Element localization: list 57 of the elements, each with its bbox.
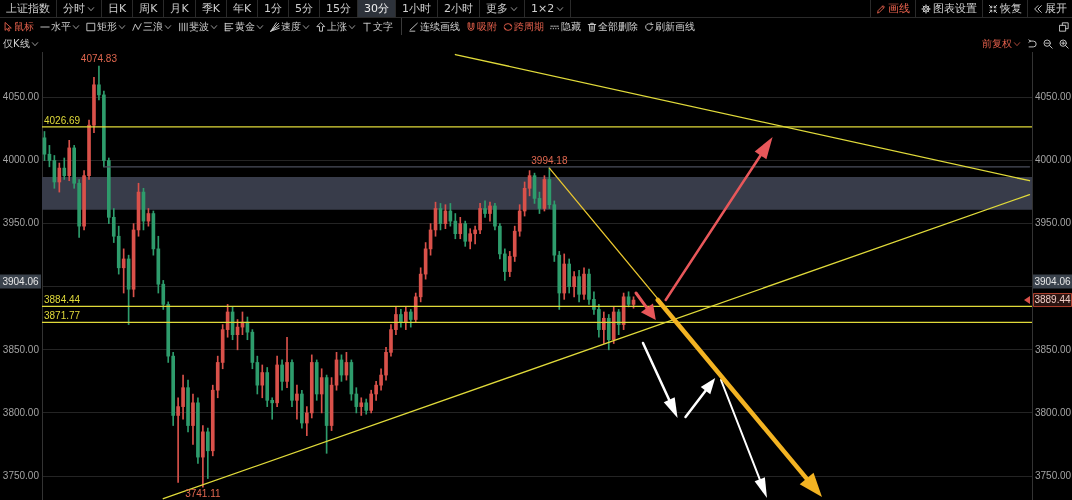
y2-tick-label: 4050.00 <box>1035 91 1072 103</box>
text: 1小时 <box>402 1 432 16</box>
text: 吸附 <box>477 19 497 34</box>
text: 图表设置 <box>933 1 977 16</box>
text: 速度 <box>281 19 301 34</box>
text: 三浪 <box>143 19 163 34</box>
text: 周K <box>139 1 158 16</box>
text: 刷新画线 <box>655 19 695 34</box>
text: 15分 <box>326 1 352 16</box>
text: 日K <box>108 1 127 16</box>
y-tick-label: 4050.00 <box>2 91 40 103</box>
text: 全部删除 <box>598 19 638 34</box>
annotation: 3904.06 <box>1034 275 1072 287</box>
text: 分时 <box>63 1 85 16</box>
text: 上涨 <box>327 19 347 34</box>
y-tick-label: 3950.00 <box>2 217 40 229</box>
ref-line-label: 3871.77 <box>44 310 81 322</box>
text: 2小时 <box>444 1 474 16</box>
text: 斐波 <box>189 19 209 34</box>
text: 水平 <box>51 19 71 34</box>
text: 连续画线 <box>420 19 460 34</box>
text: 1分 <box>264 1 283 16</box>
text: 隐藏 <box>561 19 581 34</box>
annotation: 3741.11 <box>185 487 222 499</box>
y2-tick-label: 3850.00 <box>1035 343 1072 355</box>
text: 年K <box>232 1 252 16</box>
text: 5分 <box>295 1 314 16</box>
y2-tick-label: 3950.00 <box>1035 217 1072 229</box>
ref-line-label: 4026.69 <box>44 114 81 126</box>
annotation: 3994.18 <box>531 154 568 166</box>
y2-tick-label: 3750.00 <box>1035 469 1072 481</box>
annotation: 3889.44 <box>1034 294 1072 306</box>
text: 跨周期 <box>514 19 544 34</box>
text: 矩形 <box>97 19 117 34</box>
text: 鼠标 <box>14 19 34 34</box>
y2-tick-label: 4000.00 <box>1035 154 1072 166</box>
text: 月K <box>170 1 189 16</box>
y-tick-label: 4000.00 <box>2 154 40 166</box>
text: 文字 <box>373 19 393 34</box>
text: 画线 <box>888 1 910 16</box>
text: 恢复 <box>1000 1 1022 16</box>
text: 仅K线 <box>3 36 30 51</box>
annotation: 4074.83 <box>80 52 118 64</box>
text: 更多 <box>486 1 509 16</box>
ref-line-label: 3884.44 <box>44 294 81 306</box>
text: 展开 <box>1045 1 1067 16</box>
text: 季K <box>201 1 220 16</box>
text: 黄金 <box>235 19 255 34</box>
text: 1×2 <box>531 2 555 15</box>
y-tick-label: 3750.00 <box>2 469 40 481</box>
annotation: 3904.06 <box>2 275 40 287</box>
y-tick-label: 3800.00 <box>2 406 40 418</box>
chart-title: 上证指数 <box>6 1 50 16</box>
y2-tick-label: 3800.00 <box>1035 406 1072 418</box>
text: 30分 <box>364 1 390 16</box>
y-tick-label: 3850.00 <box>2 343 40 355</box>
text: 前复权 <box>982 36 1012 51</box>
